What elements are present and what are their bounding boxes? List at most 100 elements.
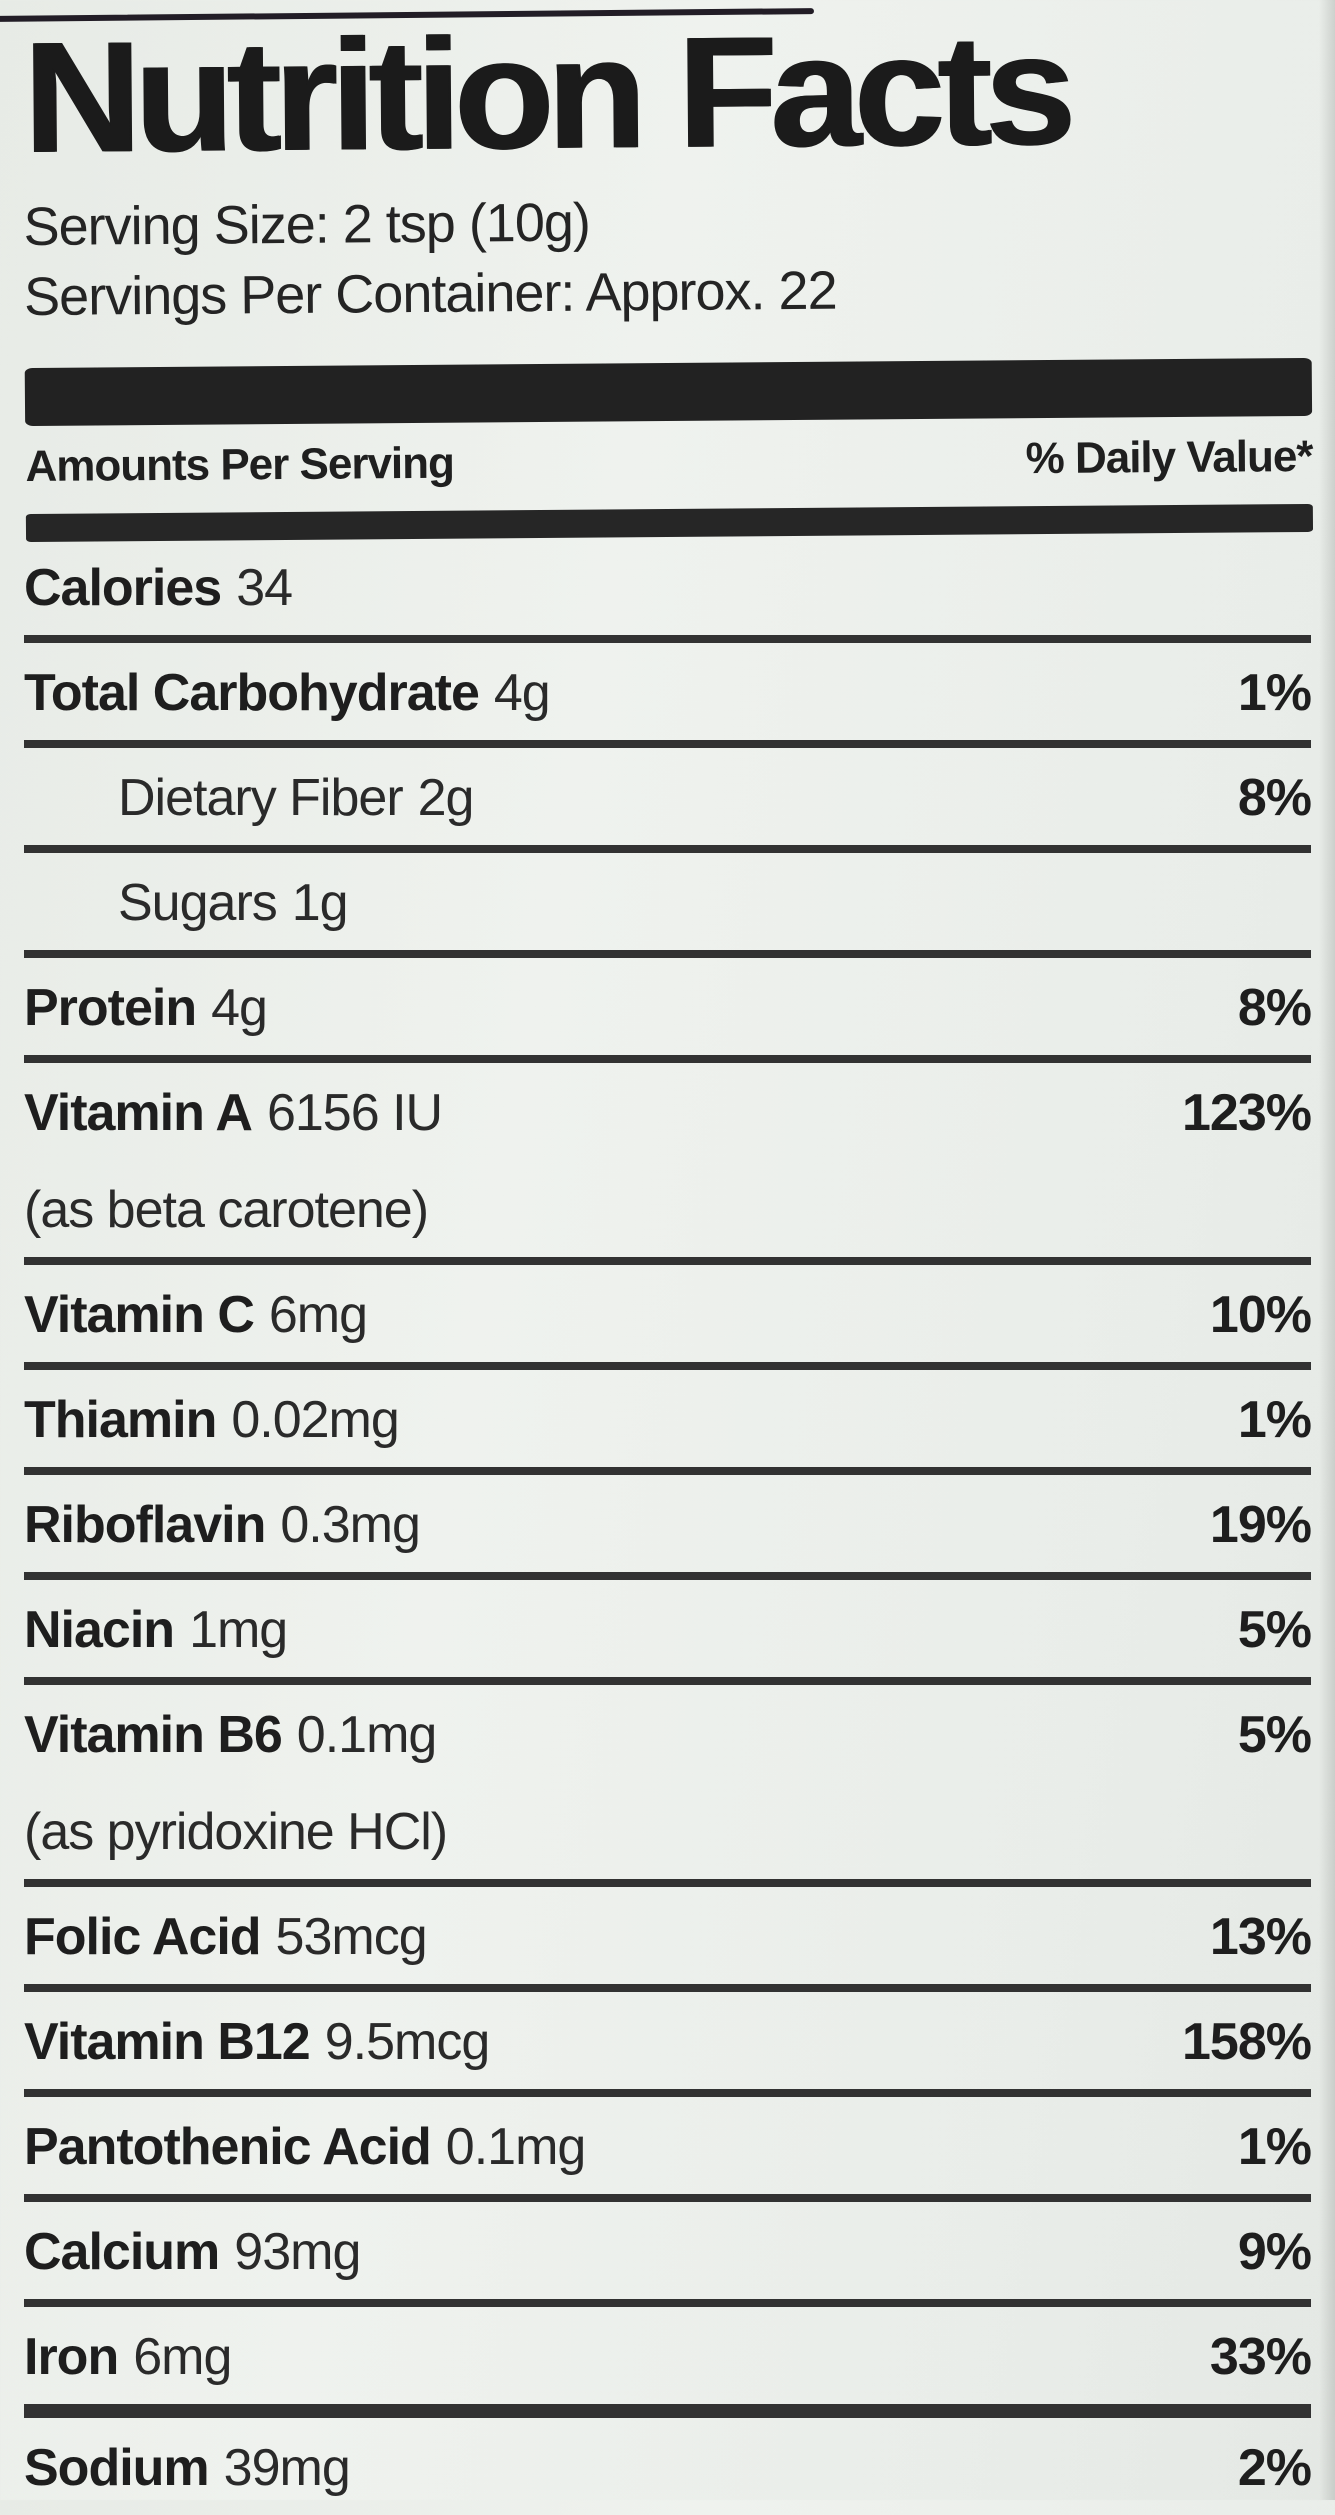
row-dv: 19% (1209, 1496, 1312, 1554)
row-name: Niacin (24, 1601, 175, 1659)
nutrient-row: Sodium 39mg 2% (24, 2418, 1312, 2515)
row-dv: 33% (1209, 2328, 1312, 2386)
row-name: Dietary Fiber (118, 769, 404, 827)
nutrient-row: Calories 34 (24, 538, 1311, 643)
row-amount: 34 (236, 559, 293, 617)
nutrient-row-main: Pantothenic Acid 0.1mg 1% (24, 2118, 1312, 2176)
row-dv: 8% (1237, 979, 1312, 1037)
nutrient-row: Calcium 93mg 9% (24, 2202, 1312, 2307)
nutrient-row-left: Folic Acid 53mcg (24, 1908, 428, 1966)
nutrient-row: Vitamin B6 0.1mg 5% (as pyridoxine HCl) (24, 1685, 1312, 1887)
nutrient-row: Sugars 1g (24, 853, 1311, 958)
row-name: Iron (24, 2328, 119, 2386)
nutrient-row: Thiamin 0.02mg 1% (24, 1370, 1312, 1475)
row-name: Riboflavin (24, 1496, 266, 1554)
nutrient-row-main: Sodium 39mg 2% (24, 2439, 1312, 2497)
nutrient-row-main: Calcium 93mg 9% (24, 2223, 1312, 2281)
column-header-row: Amounts Per Serving % Daily Value* (25, 432, 1312, 492)
column-header-amounts: Amounts Per Serving (25, 438, 455, 492)
nutrient-row: Vitamin C 6mg 10% (24, 1265, 1312, 1370)
servings-per-container: Servings Per Container: Approx. 22 (23, 260, 837, 328)
nutrient-row: Riboflavin 0.3mg 19% (24, 1475, 1312, 1580)
nutrient-row-left: Vitamin B12 9.5mcg (24, 2013, 491, 2071)
row-amount: 0.1mg (296, 1706, 438, 1764)
row-name: Sugars (118, 874, 278, 932)
divider-medium-bar (25, 503, 1314, 543)
nutrient-row-left: Vitamin C 6mg (24, 1286, 368, 1344)
nutrient-row-left: Niacin 1mg (24, 1601, 288, 1659)
nutrient-row-left: Riboflavin 0.3mg (24, 1496, 421, 1554)
label-title: Nutrition Facts (21, 1, 1069, 187)
row-dv: 1% (1237, 1391, 1312, 1449)
nutrient-row-main: Vitamin B12 9.5mcg 158% (24, 2013, 1312, 2071)
nutrient-row-main: Thiamin 0.02mg 1% (24, 1391, 1312, 1449)
row-dv: 9% (1237, 2223, 1312, 2281)
row-name: Folic Acid (24, 1908, 262, 1966)
row-dv: 10% (1209, 1286, 1312, 1344)
nutrient-row-left: Calories 34 (24, 559, 293, 617)
nutrient-row-main: Dietary Fiber 2g 8% (24, 769, 1312, 827)
nutrient-rows: Calories 34 Total Carbohydrate 4g 1% Die… (24, 538, 1312, 2515)
row-amount: 39mg (223, 2439, 351, 2497)
nutrient-row: Protein 4g 8% (24, 958, 1312, 1063)
row-name: Calories (24, 559, 222, 617)
row-amount: 0.3mg (280, 1496, 421, 1554)
divider-thick-bar (24, 357, 1313, 427)
serving-size: Serving Size: 2 tsp (10g) (23, 192, 591, 258)
row-amount: 0.1mg (445, 2118, 587, 2176)
nutrient-row-main: Vitamin C 6mg 10% (24, 1286, 1312, 1344)
nutrient-row: Iron 6mg 33% (24, 2307, 1312, 2418)
nutrient-row-main: Calories 34 (24, 560, 1311, 616)
row-amount: 9.5mcg (324, 2013, 491, 2071)
row-amount: 0.02mg (231, 1391, 399, 1449)
nutrient-row-main: Total Carbohydrate 4g 1% (24, 664, 1312, 722)
row-dv: 1% (1237, 664, 1312, 722)
row-amount: 1mg (189, 1601, 288, 1659)
row-dv: 5% (1237, 1601, 1312, 1659)
nutrient-row: Vitamin B12 9.5mcg 158% (24, 1992, 1312, 2097)
row-amount: 1g (291, 874, 349, 932)
nutrient-row-main: Folic Acid 53mcg 13% (24, 1908, 1312, 1966)
nutrient-row: Folic Acid 53mcg 13% (24, 1887, 1312, 1992)
label-header-section: Nutrition Facts Serving Size: 2 tsp (10g… (22, 2, 1314, 543)
row-dv: 13% (1209, 1908, 1312, 1966)
nutrient-row-left: Vitamin B6 0.1mg (24, 1706, 438, 1764)
row-name: Calcium (24, 2223, 220, 2281)
row-name: Vitamin C (24, 1286, 255, 1344)
row-name: Thiamin (24, 1391, 217, 1449)
row-name: Vitamin A (24, 1084, 253, 1142)
row-name: Pantothenic Acid (24, 2118, 432, 2176)
nutrient-row: Pantothenic Acid 0.1mg 1% (24, 2097, 1312, 2202)
nutrient-row-main: Iron 6mg 33% (24, 2328, 1312, 2386)
row-dv: 2% (1237, 2439, 1312, 2497)
nutrient-row-main: Vitamin B6 0.1mg 5% (24, 1706, 1312, 1764)
row-name: Vitamin B12 (24, 2013, 311, 2071)
nutrient-row: Niacin 1mg 5% (24, 1580, 1312, 1685)
nutrient-row-main: Sugars 1g (24, 875, 1311, 931)
nutrient-row-left: Sugars 1g (24, 874, 349, 932)
row-dv: 123% (1182, 1084, 1312, 1142)
package-edge-shadow (1319, 0, 1335, 2500)
row-name: Protein (24, 979, 197, 1037)
row-dv: 8% (1237, 769, 1312, 827)
nutrient-row-left: Sodium 39mg (24, 2439, 351, 2497)
nutrient-row-main: Riboflavin 0.3mg 19% (24, 1496, 1312, 1554)
row-dv: 1% (1237, 2118, 1312, 2176)
nutrient-row-left: Iron 6mg (24, 2328, 232, 2386)
row-amount: 93mg (234, 2223, 361, 2281)
nutrient-row-left: Total Carbohydrate 4g (24, 664, 551, 722)
nutrient-row-left: Thiamin 0.02mg (24, 1391, 400, 1449)
row-name: Total Carbohydrate (24, 664, 480, 722)
row-amount: 2g (417, 769, 475, 827)
nutrient-row-left: Calcium 93mg (24, 2223, 361, 2281)
nutrient-row-left: Vitamin A 6156 IU (24, 1084, 443, 1142)
row-dv: 5% (1237, 1706, 1312, 1764)
row-name: Sodium (24, 2439, 210, 2497)
nutrient-row-main: Vitamin A 6156 IU 123% (24, 1084, 1312, 1142)
row-note: (as beta carotene) (24, 1181, 429, 1239)
nutrient-row: Dietary Fiber 2g 8% (24, 748, 1312, 853)
row-dv: 158% (1182, 2013, 1312, 2071)
nutrient-row-left: Protein 4g (24, 979, 268, 1037)
row-name: Vitamin B6 (24, 1706, 283, 1764)
